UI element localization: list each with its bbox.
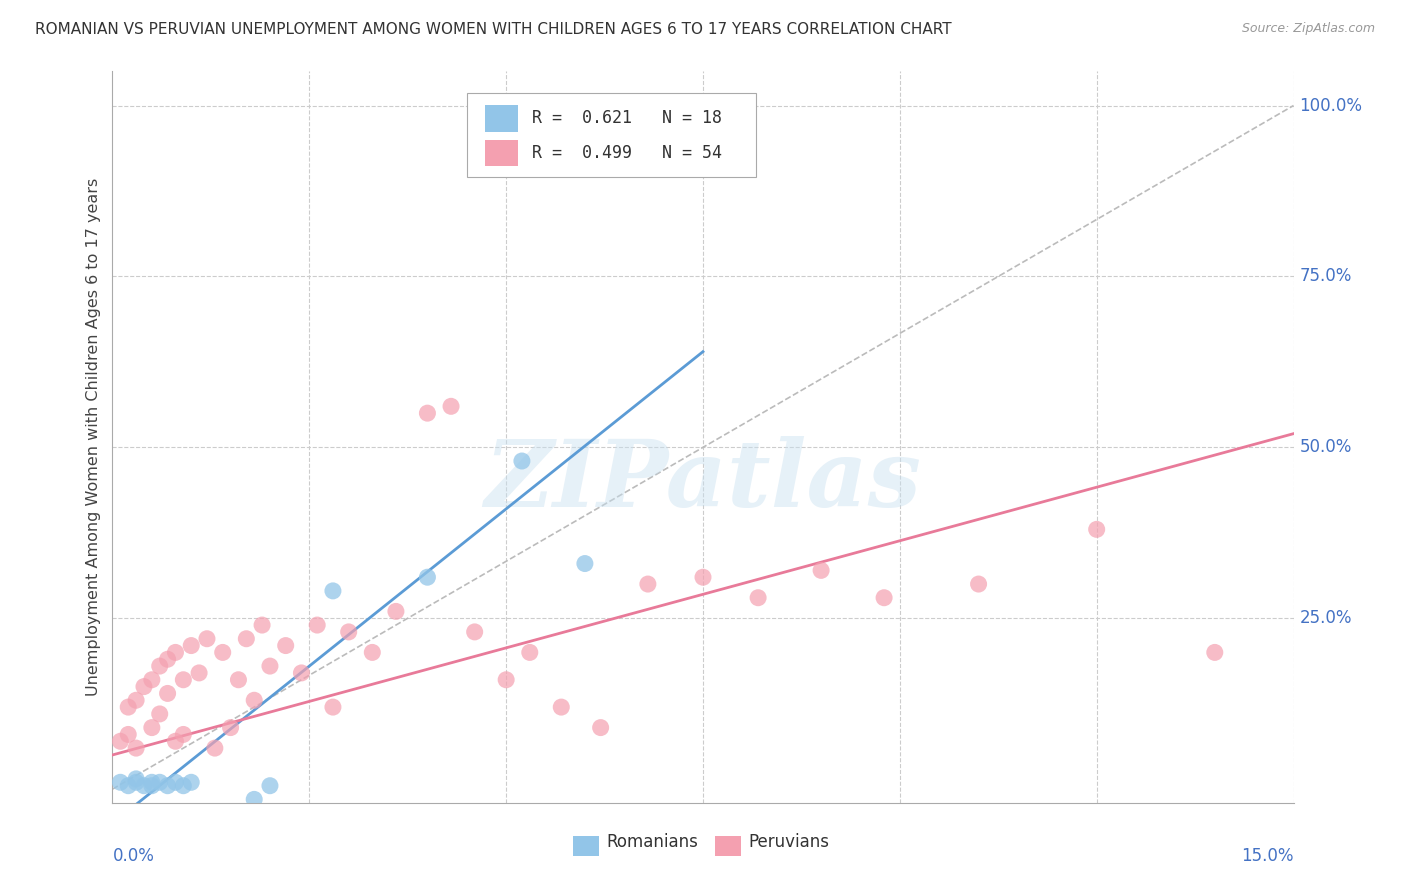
Text: 25.0%: 25.0% [1299,609,1353,627]
Text: 15.0%: 15.0% [1241,847,1294,864]
Y-axis label: Unemployment Among Women with Children Ages 6 to 17 years: Unemployment Among Women with Children A… [86,178,101,696]
Point [307,618,329,632]
Point [519,645,541,659]
Point [149,706,172,721]
Text: Romanians: Romanians [606,832,697,851]
Point [149,659,172,673]
Point [873,591,896,605]
Point [361,645,384,659]
Point [589,721,612,735]
Point [188,665,211,680]
Point [259,659,281,673]
Point [156,686,179,700]
Point [165,734,187,748]
FancyBboxPatch shape [485,140,517,166]
Point [125,693,148,707]
Point [692,570,714,584]
Point [149,775,172,789]
Point [172,779,194,793]
Point [967,577,990,591]
Point [250,618,273,632]
FancyBboxPatch shape [485,105,517,132]
FancyBboxPatch shape [574,836,599,856]
Text: 0.0%: 0.0% [112,847,155,864]
Point [416,570,439,584]
Point [550,700,572,714]
Point [322,583,344,598]
Point [574,557,596,571]
FancyBboxPatch shape [467,94,756,178]
Point [1204,645,1226,659]
Point [132,680,155,694]
Point [416,406,439,420]
Point [259,779,281,793]
Point [110,734,132,748]
Point [290,665,312,680]
Point [1322,495,1344,509]
Point [637,577,659,591]
Point [117,727,139,741]
Point [274,639,297,653]
Point [110,775,132,789]
Point [165,775,187,789]
Point [141,775,163,789]
Point [125,775,148,789]
Point [228,673,250,687]
Point [747,591,769,605]
Point [172,727,194,741]
Point [495,673,517,687]
Point [172,673,194,687]
Point [117,700,139,714]
Point [1085,522,1108,536]
Point [117,779,139,793]
Text: Source: ZipAtlas.com: Source: ZipAtlas.com [1241,22,1375,36]
Point [180,775,202,789]
Point [180,639,202,653]
Point [156,779,179,793]
Text: R =  0.621   N = 18: R = 0.621 N = 18 [531,110,721,128]
Point [810,563,832,577]
Point [125,741,148,756]
FancyBboxPatch shape [714,836,741,856]
Point [141,673,163,687]
Point [464,624,486,639]
Point [385,604,408,618]
Text: 50.0%: 50.0% [1299,438,1351,457]
Point [204,741,226,756]
Text: Peruvians: Peruvians [748,832,830,851]
Point [165,645,187,659]
Point [235,632,257,646]
Point [132,779,155,793]
Point [243,693,266,707]
Text: ROMANIAN VS PERUVIAN UNEMPLOYMENT AMONG WOMEN WITH CHILDREN AGES 6 TO 17 YEARS C: ROMANIAN VS PERUVIAN UNEMPLOYMENT AMONG … [35,22,952,37]
Point [141,779,163,793]
Text: 100.0%: 100.0% [1299,96,1362,114]
Point [510,454,533,468]
Point [156,652,179,666]
Text: R =  0.499   N = 54: R = 0.499 N = 54 [531,144,721,162]
Point [219,721,242,735]
Point [243,792,266,806]
Point [125,772,148,786]
Point [211,645,233,659]
Point [141,721,163,735]
Text: ZIPatlas: ZIPatlas [485,436,921,526]
Point [322,700,344,714]
Point [440,400,463,414]
Point [337,624,360,639]
Point [195,632,218,646]
Text: 75.0%: 75.0% [1299,268,1351,285]
